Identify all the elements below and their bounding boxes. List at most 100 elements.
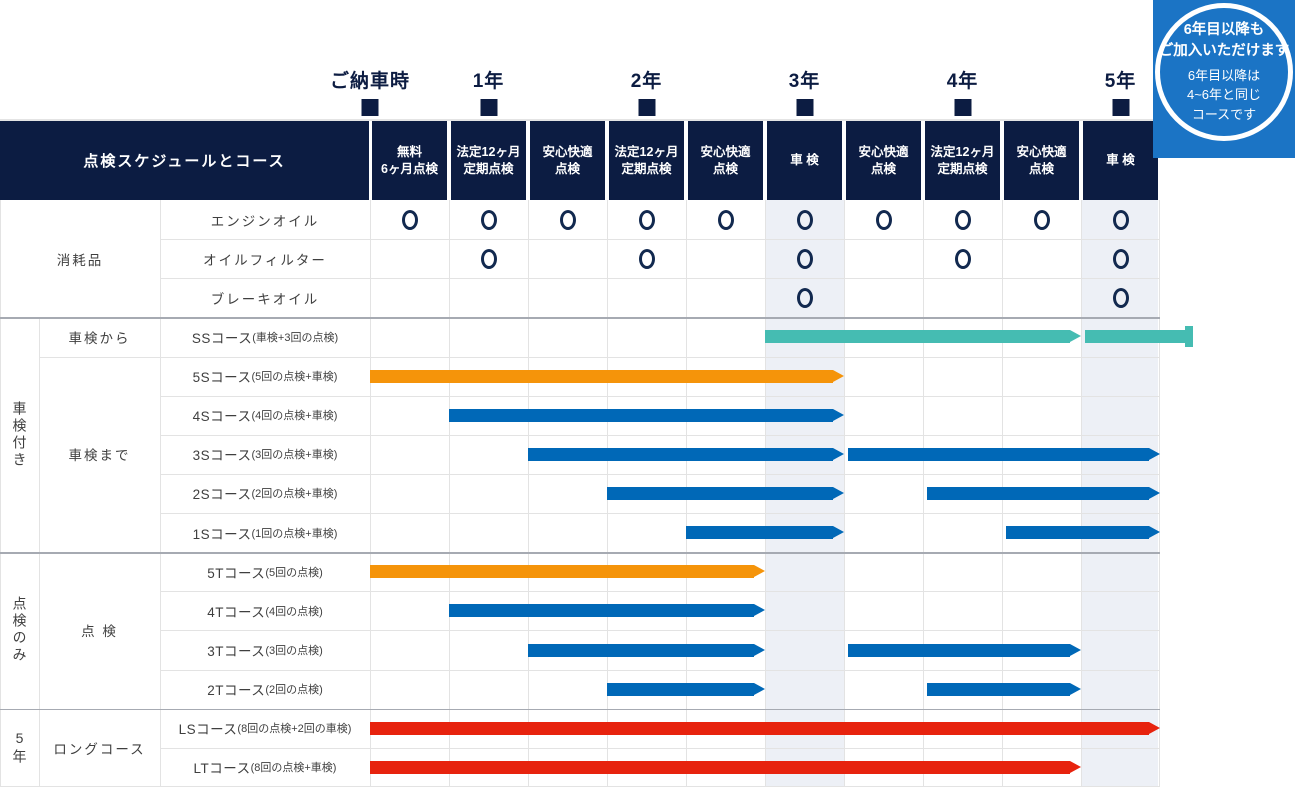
- gantt-bar: [1005, 526, 1149, 540]
- label-sub: (1回の点検+車検): [251, 527, 338, 540]
- row-line: [160, 669, 1160, 671]
- bar-arrow: [833, 526, 844, 539]
- label-main: 3Tコース: [207, 644, 266, 660]
- year-marker-label: 1年: [472, 71, 505, 92]
- gantt-bar: [607, 487, 833, 500]
- gantt-bar: [370, 369, 833, 383]
- row-line: [39, 356, 1160, 358]
- course-label: 1Sコース (1回の点検+車検): [160, 513, 370, 552]
- label-main: エンジンオイル: [210, 213, 320, 229]
- bar-arrow: [1149, 526, 1160, 539]
- section-divider-line: [0, 552, 1160, 554]
- label-sub: (5回の点検): [265, 566, 323, 579]
- label-main: SSコース: [191, 330, 253, 346]
- year-marker-square: [480, 99, 497, 116]
- year-marker-label: ご納車時: [329, 71, 411, 92]
- six-year-badge-circle: 6年目以降も ご加入いただけます 6年目以降は 4~6年と同じ コースです: [1155, 3, 1293, 141]
- label-main: 3Sコース: [192, 448, 252, 464]
- bar-arrow: [1070, 643, 1081, 656]
- gantt-bar: [449, 408, 833, 422]
- circle-mark: [796, 209, 813, 230]
- circle-mark: [875, 209, 892, 230]
- bar-arrow: [754, 643, 765, 656]
- badge-line-3: コースです: [1191, 106, 1257, 122]
- gantt-bar: [370, 760, 1070, 774]
- gantt-bar: [1084, 330, 1186, 344]
- label-main: 1Sコース: [192, 526, 252, 542]
- section-inspection-only: 点検のみ: [11, 596, 28, 665]
- circle-mark: [401, 209, 418, 230]
- label-main: 5Tコース: [207, 565, 266, 581]
- year-marker-square: [361, 99, 379, 116]
- course-label: 5Tコース (5回の点検): [160, 552, 370, 591]
- gantt-bar: [847, 447, 1149, 461]
- section-shaken-included: 車検付き: [11, 400, 28, 469]
- row-line: [160, 591, 1160, 593]
- row-line: [160, 395, 1160, 397]
- label-main: LSコース: [178, 722, 238, 738]
- section-long-course: ロングコース: [53, 741, 146, 757]
- bar-arrow: [1149, 487, 1160, 499]
- course-label: 2Tコース (2回の点検): [160, 670, 370, 709]
- label-sub: (車検+3回の点検): [252, 331, 339, 344]
- course-label: LSコース (8回の点検+2回の車検): [160, 709, 370, 748]
- grid-line: [844, 200, 845, 787]
- header-column: 法定12ヶ月 定期点検: [609, 121, 684, 200]
- gantt-bar: [847, 643, 1070, 657]
- label-main: 2Sコース: [192, 487, 252, 503]
- label-main: ブレーキオイル: [210, 291, 320, 307]
- year-marker-label: 2年: [630, 71, 663, 92]
- badge-bold-line-1: 6年目以降も: [1183, 21, 1265, 38]
- course-label: LTコース (8回の点検+車検): [160, 748, 370, 787]
- circle-mark: [480, 248, 497, 269]
- circle-mark: [638, 248, 655, 269]
- row-line: [160, 278, 1160, 280]
- gantt-bar: [926, 487, 1149, 500]
- item-label: オイルフィルター: [160, 239, 370, 278]
- bar-endcap: [1185, 326, 1194, 348]
- row-line: [160, 239, 1160, 241]
- bar-arrow: [833, 447, 844, 460]
- header-column: 車 検: [767, 121, 842, 200]
- gantt-bar: [926, 682, 1070, 696]
- course-label: SSコース (車検+3回の点検): [160, 317, 370, 356]
- label-sub: (2回の点検+車検): [251, 488, 338, 501]
- section-consumables: 消耗品: [56, 252, 104, 268]
- bar-arrow: [1149, 447, 1160, 460]
- grid-line: [528, 200, 529, 787]
- circle-mark: [638, 209, 655, 230]
- label-sub: (5回の点検+車検): [251, 371, 338, 384]
- item-label: ブレーキオイル: [160, 278, 370, 317]
- row-line: [0, 785, 1160, 787]
- grid-line: [923, 200, 924, 787]
- course-label: 3Tコース (3回の点検): [160, 630, 370, 669]
- header-column: 無料 6ヶ月点検: [372, 121, 447, 200]
- grid-line: [449, 200, 450, 787]
- item-label: エンジンオイル: [160, 200, 370, 239]
- header-column: 車 検: [1083, 121, 1158, 200]
- label-main: 4Sコース: [192, 409, 252, 425]
- label-sub: (8回の点検+車検): [250, 762, 337, 775]
- gantt-bar: [449, 604, 754, 618]
- section-from-shaken: 車検から: [68, 330, 131, 346]
- bar-arrow: [833, 408, 844, 421]
- year-marker-label: 5年: [1104, 71, 1137, 92]
- bar-arrow: [833, 369, 844, 382]
- label-sub: (8回の点検+2回の車検): [237, 723, 352, 736]
- badge-bold-line-2: ご加入いただけます: [1158, 42, 1290, 59]
- row-line: [160, 434, 1160, 436]
- header-column: 法定12ヶ月 定期点検: [925, 121, 1000, 200]
- gantt-bar: [686, 526, 833, 540]
- header-column: 安心快適 点検: [846, 121, 921, 200]
- section-divider-line: [0, 317, 1160, 319]
- label-main: LTコース: [193, 761, 251, 777]
- bar-arrow: [754, 682, 765, 695]
- bar-arrow: [754, 604, 765, 617]
- course-label: 5Sコース (5回の点検+車検): [160, 357, 370, 396]
- section-divider-line: [0, 708, 1160, 711]
- badge-line-2: 4~6年と同じ: [1186, 87, 1262, 103]
- six-year-badge: 6年目以降も ご加入いただけます 6年目以降は 4~6年と同じ コースです: [1153, 0, 1295, 158]
- bar-arrow: [1070, 760, 1081, 773]
- grid-line: [370, 200, 371, 787]
